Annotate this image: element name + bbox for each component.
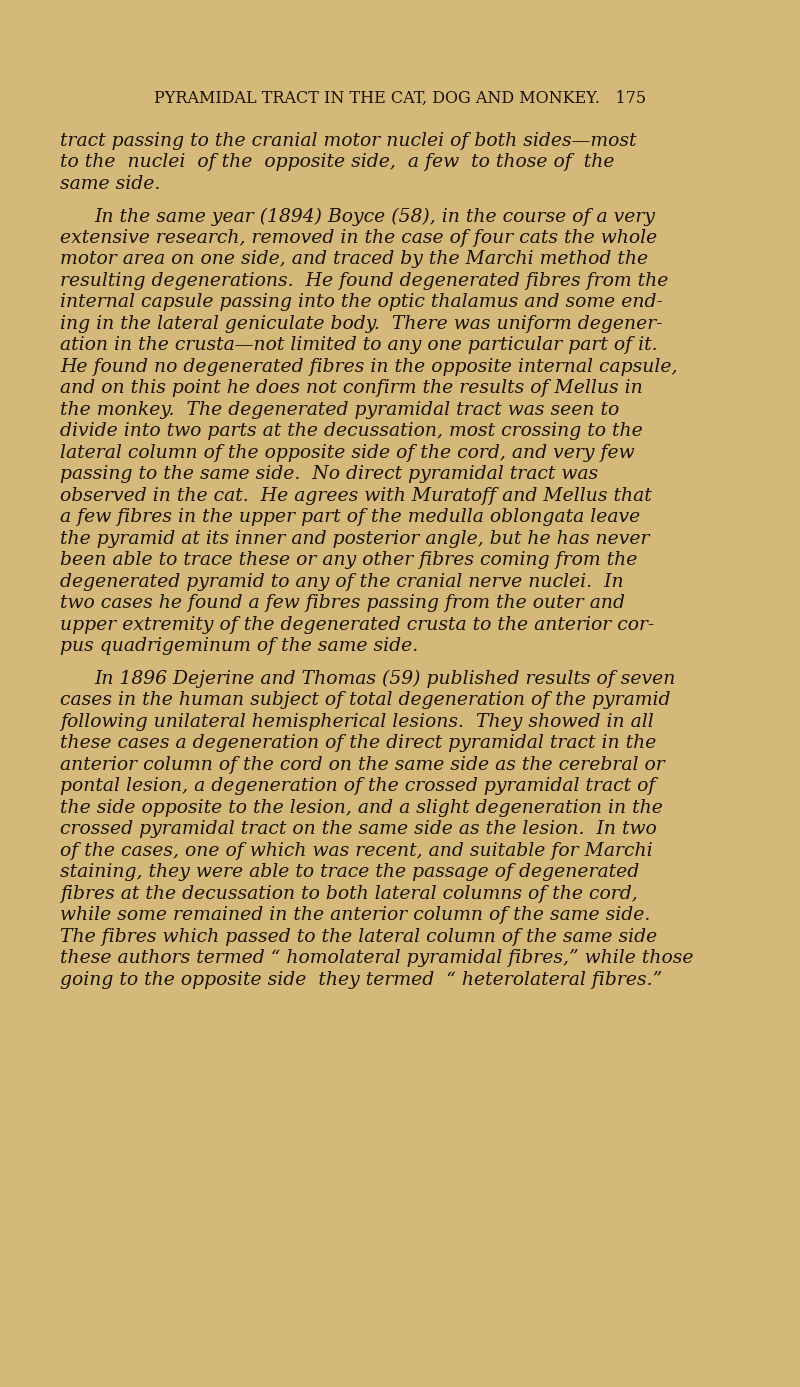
Text: these authors termed “ homolateral pyramidal fibres,” while those: these authors termed “ homolateral pyram…	[60, 949, 694, 967]
Text: ation in the crusta—not limited to any one particular part of it.: ation in the crusta—not limited to any o…	[60, 336, 658, 354]
Text: lateral column of the opposite side of the cord, and very few: lateral column of the opposite side of t…	[60, 444, 634, 462]
Text: extensive research, removed in the case of four cats the whole: extensive research, removed in the case …	[60, 229, 658, 247]
Text: a few fibres in the upper part of the medulla oblongata leave: a few fibres in the upper part of the me…	[60, 508, 640, 526]
Text: and on this point he does not confirm the results of Mellus in: and on this point he does not confirm th…	[60, 379, 642, 397]
Text: while some remained in the anterior column of the same side.: while some remained in the anterior colu…	[60, 906, 650, 924]
Text: same side.: same side.	[60, 175, 160, 193]
Text: resulting degenerations.  He found degenerated fibres from the: resulting degenerations. He found degene…	[60, 272, 668, 290]
Text: cases in the human subject of total degeneration of the pyramid: cases in the human subject of total dege…	[60, 691, 670, 709]
Text: of the cases, one of which was recent, and suitable for Marchi: of the cases, one of which was recent, a…	[60, 842, 653, 860]
Text: tract passing to the cranial motor nuclei of both sides—most: tract passing to the cranial motor nucle…	[60, 132, 637, 150]
Text: motor area on one side, and traced by the Marchi method the: motor area on one side, and traced by th…	[60, 250, 648, 268]
Text: staining, they were able to trace the passage of degenerated: staining, they were able to trace the pa…	[60, 863, 639, 881]
Text: He found no degenerated fibres in the opposite internal capsule,: He found no degenerated fibres in the op…	[60, 358, 678, 376]
Text: anterior column of the cord on the same side as the cerebral or: anterior column of the cord on the same …	[60, 756, 665, 774]
Text: degenerated pyramid to any of the cranial nerve nuclei.  In: degenerated pyramid to any of the crania…	[60, 573, 624, 591]
Text: ing in the lateral geniculate body.  There was uniform degener-: ing in the lateral geniculate body. Ther…	[60, 315, 662, 333]
Text: internal capsule passing into the optic thalamus and some end-: internal capsule passing into the optic …	[60, 293, 663, 311]
Text: passing to the same side.  No direct pyramidal tract was: passing to the same side. No direct pyra…	[60, 465, 598, 483]
Text: observed in the cat.  He agrees with Muratoff and Mellus that: observed in the cat. He agrees with Mura…	[60, 487, 652, 505]
Text: PYRAMIDAL TRACT IN THE CAT, DOG AND MONKEY.   175: PYRAMIDAL TRACT IN THE CAT, DOG AND MONK…	[154, 90, 646, 107]
Text: In 1896 Dejerine and Thomas (59) published results of seven: In 1896 Dejerine and Thomas (59) publish…	[94, 670, 676, 688]
Text: upper extremity of the degenerated crusta to the anterior cor-: upper extremity of the degenerated crust…	[60, 616, 654, 634]
Text: these cases a degeneration of the direct pyramidal tract in the: these cases a degeneration of the direct…	[60, 734, 656, 752]
Text: divide into two parts at the decussation, most crossing to the: divide into two parts at the decussation…	[60, 422, 642, 440]
Text: been able to trace these or any other fibres coming from the: been able to trace these or any other fi…	[60, 551, 638, 569]
Text: pus quadrigeminum of the same side.: pus quadrigeminum of the same side.	[60, 637, 418, 655]
Text: fibres at the decussation to both lateral columns of the cord,: fibres at the decussation to both latera…	[60, 885, 638, 903]
Text: the side opposite to the lesion, and a slight degeneration in the: the side opposite to the lesion, and a s…	[60, 799, 663, 817]
Text: crossed pyramidal tract on the same side as the lesion.  In two: crossed pyramidal tract on the same side…	[60, 820, 657, 838]
Text: The fibres which passed to the lateral column of the same side: The fibres which passed to the lateral c…	[60, 928, 658, 946]
Text: to the  nuclei  of the  opposite side,  a few  to those of  the: to the nuclei of the opposite side, a fe…	[60, 153, 614, 171]
Text: pontal lesion, a degeneration of the crossed pyramidal tract of: pontal lesion, a degeneration of the cro…	[60, 777, 655, 795]
Text: the monkey.  The degenerated pyramidal tract was seen to: the monkey. The degenerated pyramidal tr…	[60, 401, 619, 419]
Text: following unilateral hemispherical lesions.  They showed in all: following unilateral hemispherical lesio…	[60, 713, 654, 731]
Text: going to the opposite side  they termed  “ heterolateral fibres.”: going to the opposite side they termed “…	[60, 971, 662, 989]
Text: the pyramid at its inner and posterior angle, but he has never: the pyramid at its inner and posterior a…	[60, 530, 650, 548]
Text: two cases he found a few fibres passing from the outer and: two cases he found a few fibres passing …	[60, 594, 625, 612]
Text: In the same year (1894) Boyce (58), in the course of a very: In the same year (1894) Boyce (58), in t…	[94, 207, 655, 226]
